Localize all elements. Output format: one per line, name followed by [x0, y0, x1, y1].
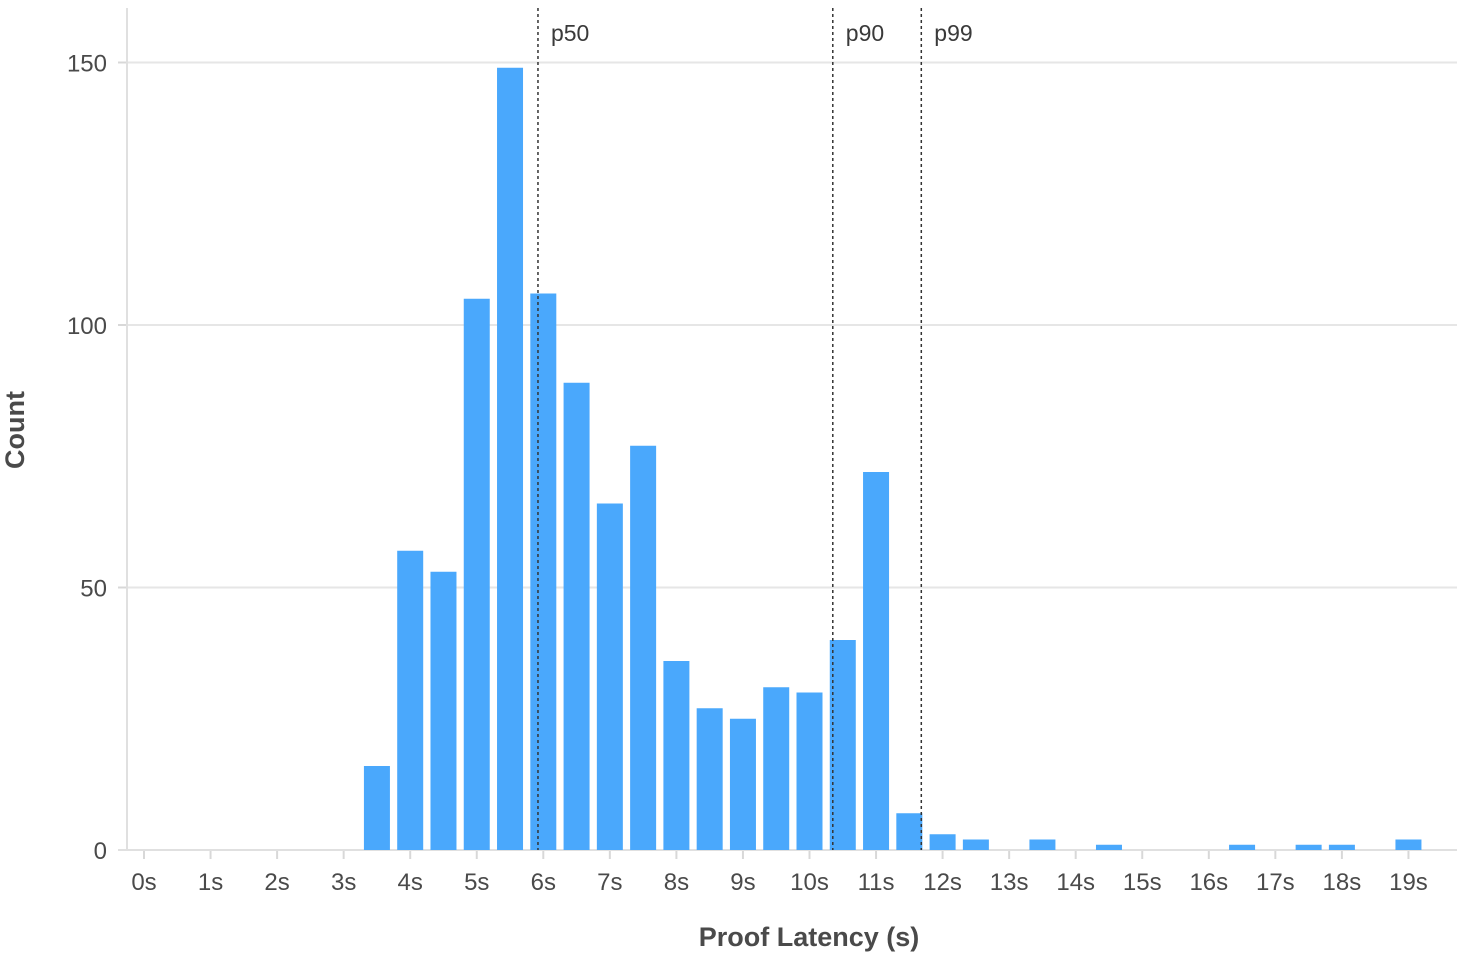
x-tick-label: 9s — [730, 869, 755, 896]
x-tick-label: 19s — [1389, 869, 1428, 896]
y-tick-label: 50 — [80, 576, 107, 603]
x-tick-label: 0s — [131, 869, 156, 896]
x-tick-label: 4s — [398, 869, 423, 896]
histogram-bar — [463, 298, 490, 850]
x-tick-label: 2s — [264, 869, 289, 896]
histogram-bar — [729, 718, 756, 850]
x-tick-label: 5s — [464, 869, 489, 896]
x-tick-label: 13s — [990, 869, 1029, 896]
x-tick-label: 16s — [1189, 869, 1228, 896]
x-tick-label: 7s — [597, 869, 622, 896]
x-tick-label: 18s — [1323, 869, 1362, 896]
x-tick-label: 11s — [858, 869, 895, 896]
x-axis-title: Proof Latency (s) — [699, 922, 920, 952]
x-tick-label: 12s — [923, 869, 962, 896]
histogram-bar — [696, 708, 723, 850]
histogram-bar — [863, 472, 890, 850]
histogram-bar — [1229, 844, 1256, 850]
histogram-bar — [896, 813, 923, 850]
x-tick-label: 17s — [1256, 869, 1295, 896]
y-axis-title: Count — [0, 391, 30, 469]
percentile-label: p99 — [934, 20, 972, 46]
x-tick-label: 15s — [1123, 869, 1162, 896]
histogram-bar — [1328, 844, 1355, 850]
y-tick-label: 150 — [67, 51, 107, 78]
histogram-bar — [397, 550, 424, 850]
x-tick-label: 10s — [790, 869, 829, 896]
histogram-bar — [497, 67, 524, 850]
x-tick-label: 14s — [1056, 869, 1095, 896]
histogram-bar — [596, 503, 623, 850]
y-tick-label: 100 — [67, 313, 107, 340]
x-tick-label: 8s — [664, 869, 689, 896]
x-tick-label: 6s — [531, 869, 556, 896]
histogram-bar — [1029, 839, 1056, 850]
percentile-label: p90 — [846, 20, 884, 46]
histogram-bar — [796, 692, 823, 850]
percentile-markers: p50 p90 p99 — [537, 8, 973, 850]
x-tick-label: 3s — [331, 869, 356, 896]
percentile-label: p50 — [551, 20, 589, 46]
histogram-bar — [530, 293, 557, 850]
histogram-bar — [1295, 844, 1322, 850]
y-tick-label: 0 — [94, 838, 107, 865]
histogram-bar — [1395, 839, 1422, 850]
tick-labels: 0 50 100 150 0s 1s 2s 3s 4s 5s 6s 7s 8s 9s 10s 11s 12s 13… — [67, 51, 1428, 897]
histogram-bar — [929, 834, 956, 850]
x-tick-label: 1s — [198, 869, 223, 896]
grid-lines — [118, 61, 1457, 859]
histogram-bar — [663, 661, 690, 850]
histogram-bar — [962, 839, 989, 850]
histogram-bar — [630, 445, 657, 850]
histogram-bar — [363, 766, 390, 850]
bars — [363, 67, 1422, 850]
histogram-bar — [829, 640, 856, 850]
histogram-bar — [1095, 844, 1122, 850]
histogram-bar — [430, 571, 457, 850]
histogram-bar — [763, 687, 790, 850]
histogram-bar — [563, 382, 590, 850]
